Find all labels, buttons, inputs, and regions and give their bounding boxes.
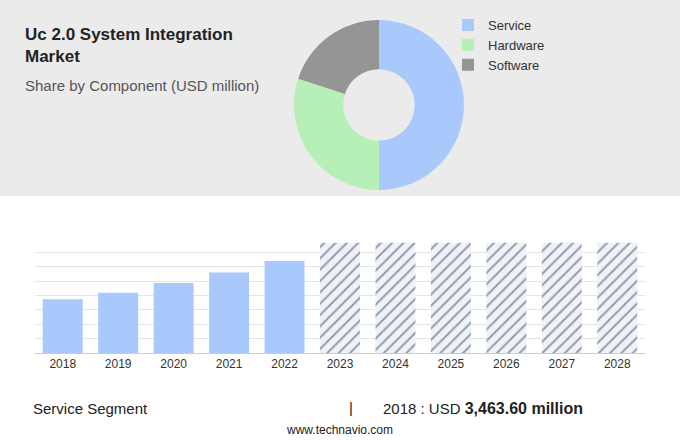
- svg-text:2021: 2021: [216, 357, 243, 371]
- svg-text:2025: 2025: [438, 357, 465, 371]
- svg-text:2019: 2019: [105, 357, 132, 371]
- svg-text:2024: 2024: [382, 357, 409, 371]
- svg-text:Service: Service: [488, 18, 531, 33]
- svg-text:2023: 2023: [327, 357, 354, 371]
- html-text:2018 : USD 3,463.60 million: 2018 : USD 3,463.60 million: [383, 400, 583, 417]
- html-text:Uc 2.0 System Integration Mark: Uc 2.0 System Integration Market: [25, 25, 233, 66]
- svg-text:Hardware: Hardware: [488, 38, 544, 53]
- svg-text:2018: 2018: [49, 357, 76, 371]
- svg-text:2020: 2020: [160, 357, 187, 371]
- svg-text:2022: 2022: [271, 357, 298, 371]
- svg-text:Software: Software: [488, 58, 539, 73]
- html-text:www.technavio.com: www.technavio.com: [287, 423, 393, 437]
- html-text:Share by Component (USD millio: Share by Component (USD million): [25, 77, 260, 94]
- html-text:Service Segment: Service Segment: [33, 400, 148, 417]
- svg-text:2026: 2026: [493, 357, 520, 371]
- svg-text:2028: 2028: [604, 357, 631, 371]
- svg-text:2027: 2027: [548, 357, 575, 371]
